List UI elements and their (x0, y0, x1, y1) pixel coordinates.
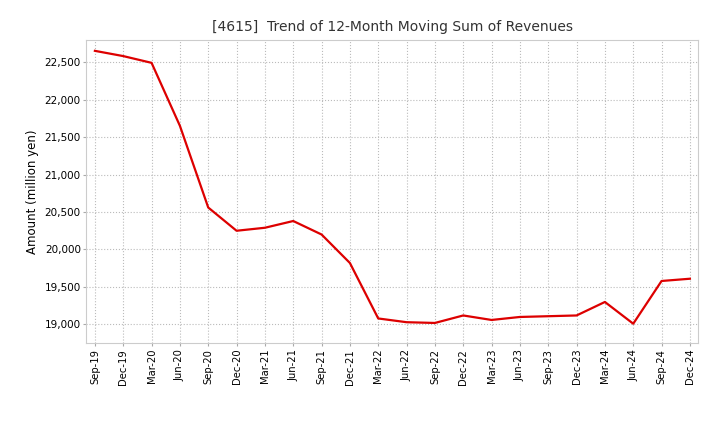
Y-axis label: Amount (million yen): Amount (million yen) (26, 129, 39, 253)
Title: [4615]  Trend of 12-Month Moving Sum of Revenues: [4615] Trend of 12-Month Moving Sum of R… (212, 20, 573, 34)
